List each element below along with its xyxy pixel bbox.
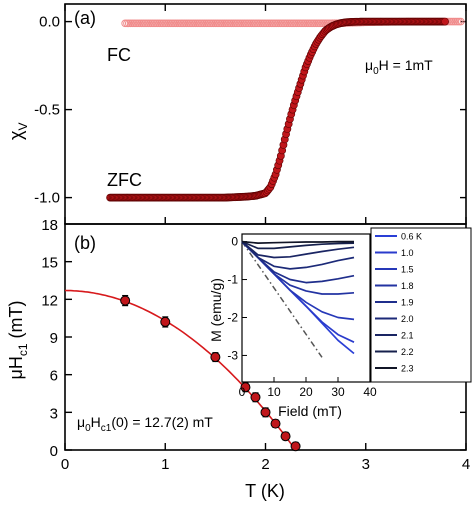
inset-legend: 0.6 K 1.0 1.5 1.8 1.9 2.0 2.1 2.2 2.3: [375, 232, 422, 374]
inset-tick-label-x: 30: [331, 385, 345, 399]
tick-label-a-y: -0.5: [34, 102, 60, 119]
inset-tick-label-y: -3: [227, 348, 238, 362]
data-point: [260, 407, 271, 418]
legend-label: 1.9: [401, 298, 414, 308]
legend-label: 1.0: [401, 248, 414, 258]
data-point: [210, 352, 221, 363]
field-annotation: μ0H = 1mT: [365, 57, 433, 77]
x-axis-label: T (K): [245, 481, 285, 501]
tick-label-b-x: 0: [61, 456, 69, 473]
inset-legend-box: [370, 227, 472, 383]
tick-label-b-y: 9: [50, 330, 58, 347]
fc-marker: [456, 17, 465, 26]
tick-label-b-y: 18: [41, 217, 58, 234]
tick-label-b-y: 3: [50, 405, 58, 422]
legend-label: 0.6 K: [401, 232, 422, 242]
zfc-label: ZFC: [107, 170, 142, 190]
panel-a-plot: 0.0 -0.5 -1.0: [34, 4, 467, 224]
data-point: [290, 441, 301, 452]
zfc-marker: [441, 17, 449, 26]
tick-label-b-y: 6: [50, 368, 58, 385]
inset-plot: 0 -1 -2 -3 0 10 20 30 40: [227, 235, 377, 399]
data-point: [120, 295, 131, 306]
y-axis-label-b: μHc1 (mT): [6, 300, 30, 379]
inset-tick-label-x: 40: [363, 385, 377, 399]
fit-annotation: μ0Hc1(0) = 12.7(2) mT: [77, 414, 213, 434]
fc-label: FC: [107, 45, 131, 65]
legend-label: 1.5: [401, 265, 414, 275]
data-point: [280, 431, 291, 442]
inset-curve: [241, 240, 354, 244]
panel-b-label: (b): [74, 233, 96, 253]
tick-label-b-x: 4: [462, 456, 470, 473]
tick-label-b-x: 3: [362, 456, 370, 473]
tick-label-b-y: 12: [41, 292, 58, 309]
y-axis-label-a: χV: [6, 123, 30, 140]
tick-label-a-y: -1.0: [34, 190, 60, 207]
inset-tick-label-y: -1: [227, 273, 238, 287]
legend-label: 2.1: [401, 331, 414, 341]
legend-label: 1.8: [401, 281, 414, 291]
inset-curve: [241, 240, 355, 250]
legend-label: 2.0: [401, 314, 414, 324]
inset-tick-label-x: 10: [267, 385, 281, 399]
tick-label-b-x: 1: [161, 456, 169, 473]
tick-label-a-y: 0.0: [39, 14, 60, 31]
inset-fit-line: [241, 241, 323, 358]
inset-tick-label-y: -2: [227, 310, 238, 324]
tick-label-b-x: 2: [261, 456, 269, 473]
data-point: [250, 392, 261, 403]
legend-label: 2.2: [401, 347, 414, 357]
legend-label: 2.3: [401, 364, 414, 374]
data-point: [240, 382, 251, 393]
inset-tick-label-x: 0: [239, 385, 246, 399]
data-point: [270, 418, 281, 429]
tick-label-b-y: 0: [50, 443, 58, 460]
inset-x-label: Field (mT): [278, 403, 342, 419]
tick-label-b-y: 15: [41, 255, 58, 272]
inset-tick-label-y: 0: [231, 235, 238, 249]
inset-tick-label-x: 20: [299, 385, 313, 399]
data-point: [160, 316, 171, 327]
inset-y-label: M (emu/g): [208, 278, 224, 342]
inset-curve: [241, 240, 355, 259]
inset-curve: [241, 240, 355, 270]
panel-a-label: (a): [74, 8, 96, 28]
